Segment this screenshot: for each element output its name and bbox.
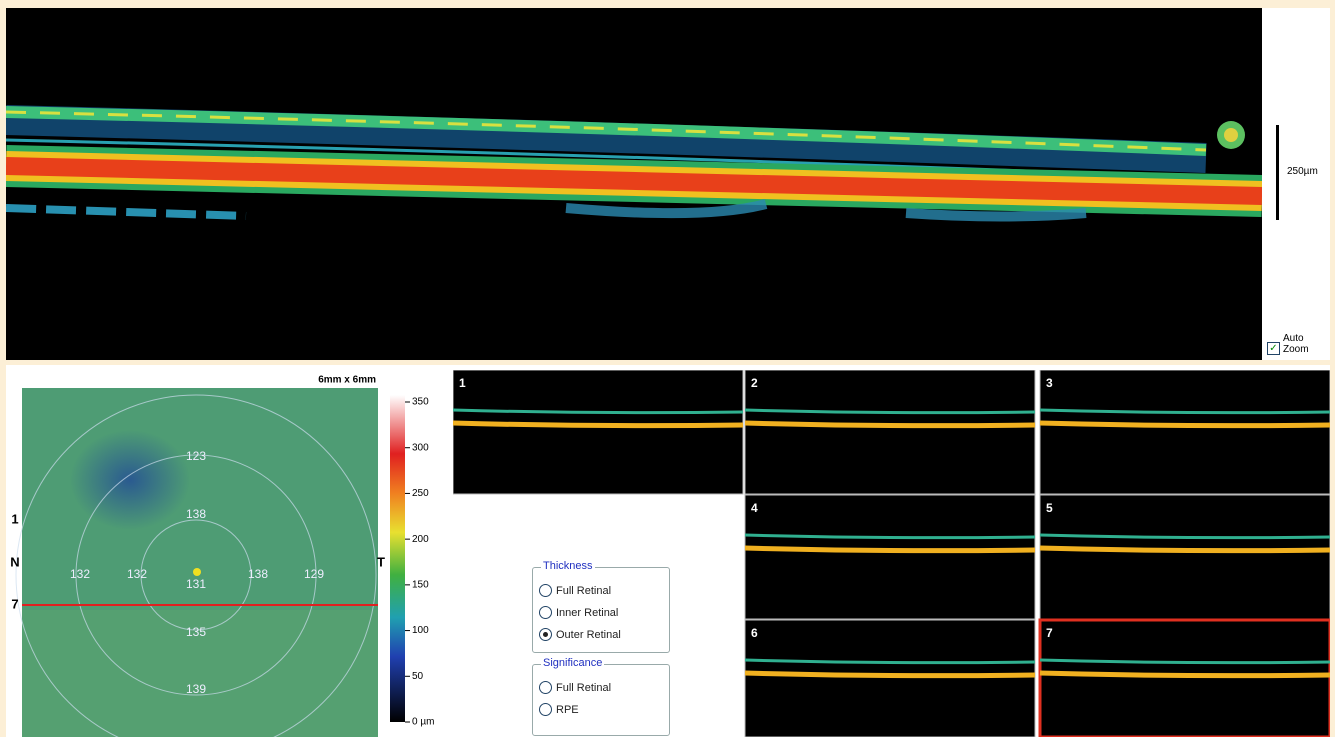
retina-band [745,548,1035,551]
orientation-label: 7 [11,596,18,611]
thumbnail-number: 3 [1046,376,1053,390]
sector-value: 129 [304,567,324,581]
orientation-label: N [10,554,19,569]
orientation-label: T [377,554,385,569]
radio-label: Full Retinal [556,682,611,694]
scale-label: 250µm [1287,166,1318,177]
scale-label: 350 [412,397,429,408]
thumbnail-number: 2 [751,376,758,390]
retina-band [1040,548,1330,551]
thumbnail [1040,495,1330,619]
side-panel [1262,8,1330,360]
scale-label: 0 µm [412,717,434,728]
screen: 250µm ✓ Auto Zoom 6mm x 6mm1231381321321… [0,0,1335,737]
auto-zoom-checkbox[interactable]: ✓ [1267,342,1280,355]
radio-label: Full Retinal [556,585,611,597]
retina-band [453,423,743,426]
scale-label: 100 [412,625,429,636]
thumbnail [745,620,1035,737]
sector-value: 139 [186,682,206,696]
radio-label: Outer Retinal [556,629,621,641]
orientation-label: 1 [11,511,18,526]
radio-option[interactable]: RPE [539,703,579,716]
radio-label: Inner Retinal [556,607,618,619]
retina-band [745,673,1035,676]
thumbnail-number: 6 [751,626,758,640]
scale-label: 250 [412,488,429,499]
group-title: Thickness [541,560,595,572]
radio-button[interactable] [539,628,552,641]
sector-value: 138 [248,567,268,581]
radio-button[interactable] [539,703,552,716]
radio-option[interactable]: Inner Retinal [539,606,618,619]
sector-value: 131 [186,577,206,591]
thumbnail [745,370,1035,494]
thumbnail [453,370,743,494]
thickness-map: 6mm x 6mm 123 138 132 132 131 138 129 135 139 1 N 7 T… [0,370,450,737]
thumbnail-number: 4 [751,501,758,515]
map-size: 6mm x 6mm [318,375,376,386]
auto-zoom-label: Auto Zoom [1283,333,1313,355]
scale-bar [1276,125,1279,220]
radio-button[interactable] [539,584,552,597]
scale-label: 200 [412,534,429,545]
sector-value: 138 [186,507,206,521]
thumbnail [745,495,1035,619]
retina-band [1040,673,1330,676]
scale-label: 300 [412,442,429,453]
sector-value: 132 [70,567,90,581]
scale-label: 150 [412,579,429,590]
radio-button[interactable] [539,606,552,619]
sector-value: 132 [127,567,147,581]
group-title: Significance [541,657,604,669]
sector-value: 123 [186,449,206,463]
thumbnail [1040,370,1330,494]
retina-band [745,423,1035,426]
scale-label: 50 [412,671,424,682]
thumbnail-number: 5 [1046,501,1053,515]
radio-button[interactable] [539,681,552,694]
radio-label: RPE [556,704,579,716]
radio-option[interactable]: Outer Retinal [539,628,621,641]
radio-option[interactable]: Full Retinal [539,681,611,694]
radio-option[interactable]: Full Retinal [539,584,611,597]
thumbnail [1040,620,1330,737]
sector-value: 135 [186,625,206,639]
bscan-image [6,8,1262,360]
thumbnail-number: 7 [1046,626,1053,640]
thumbnail-number: 1 [459,376,466,390]
retina-band [1040,423,1330,426]
